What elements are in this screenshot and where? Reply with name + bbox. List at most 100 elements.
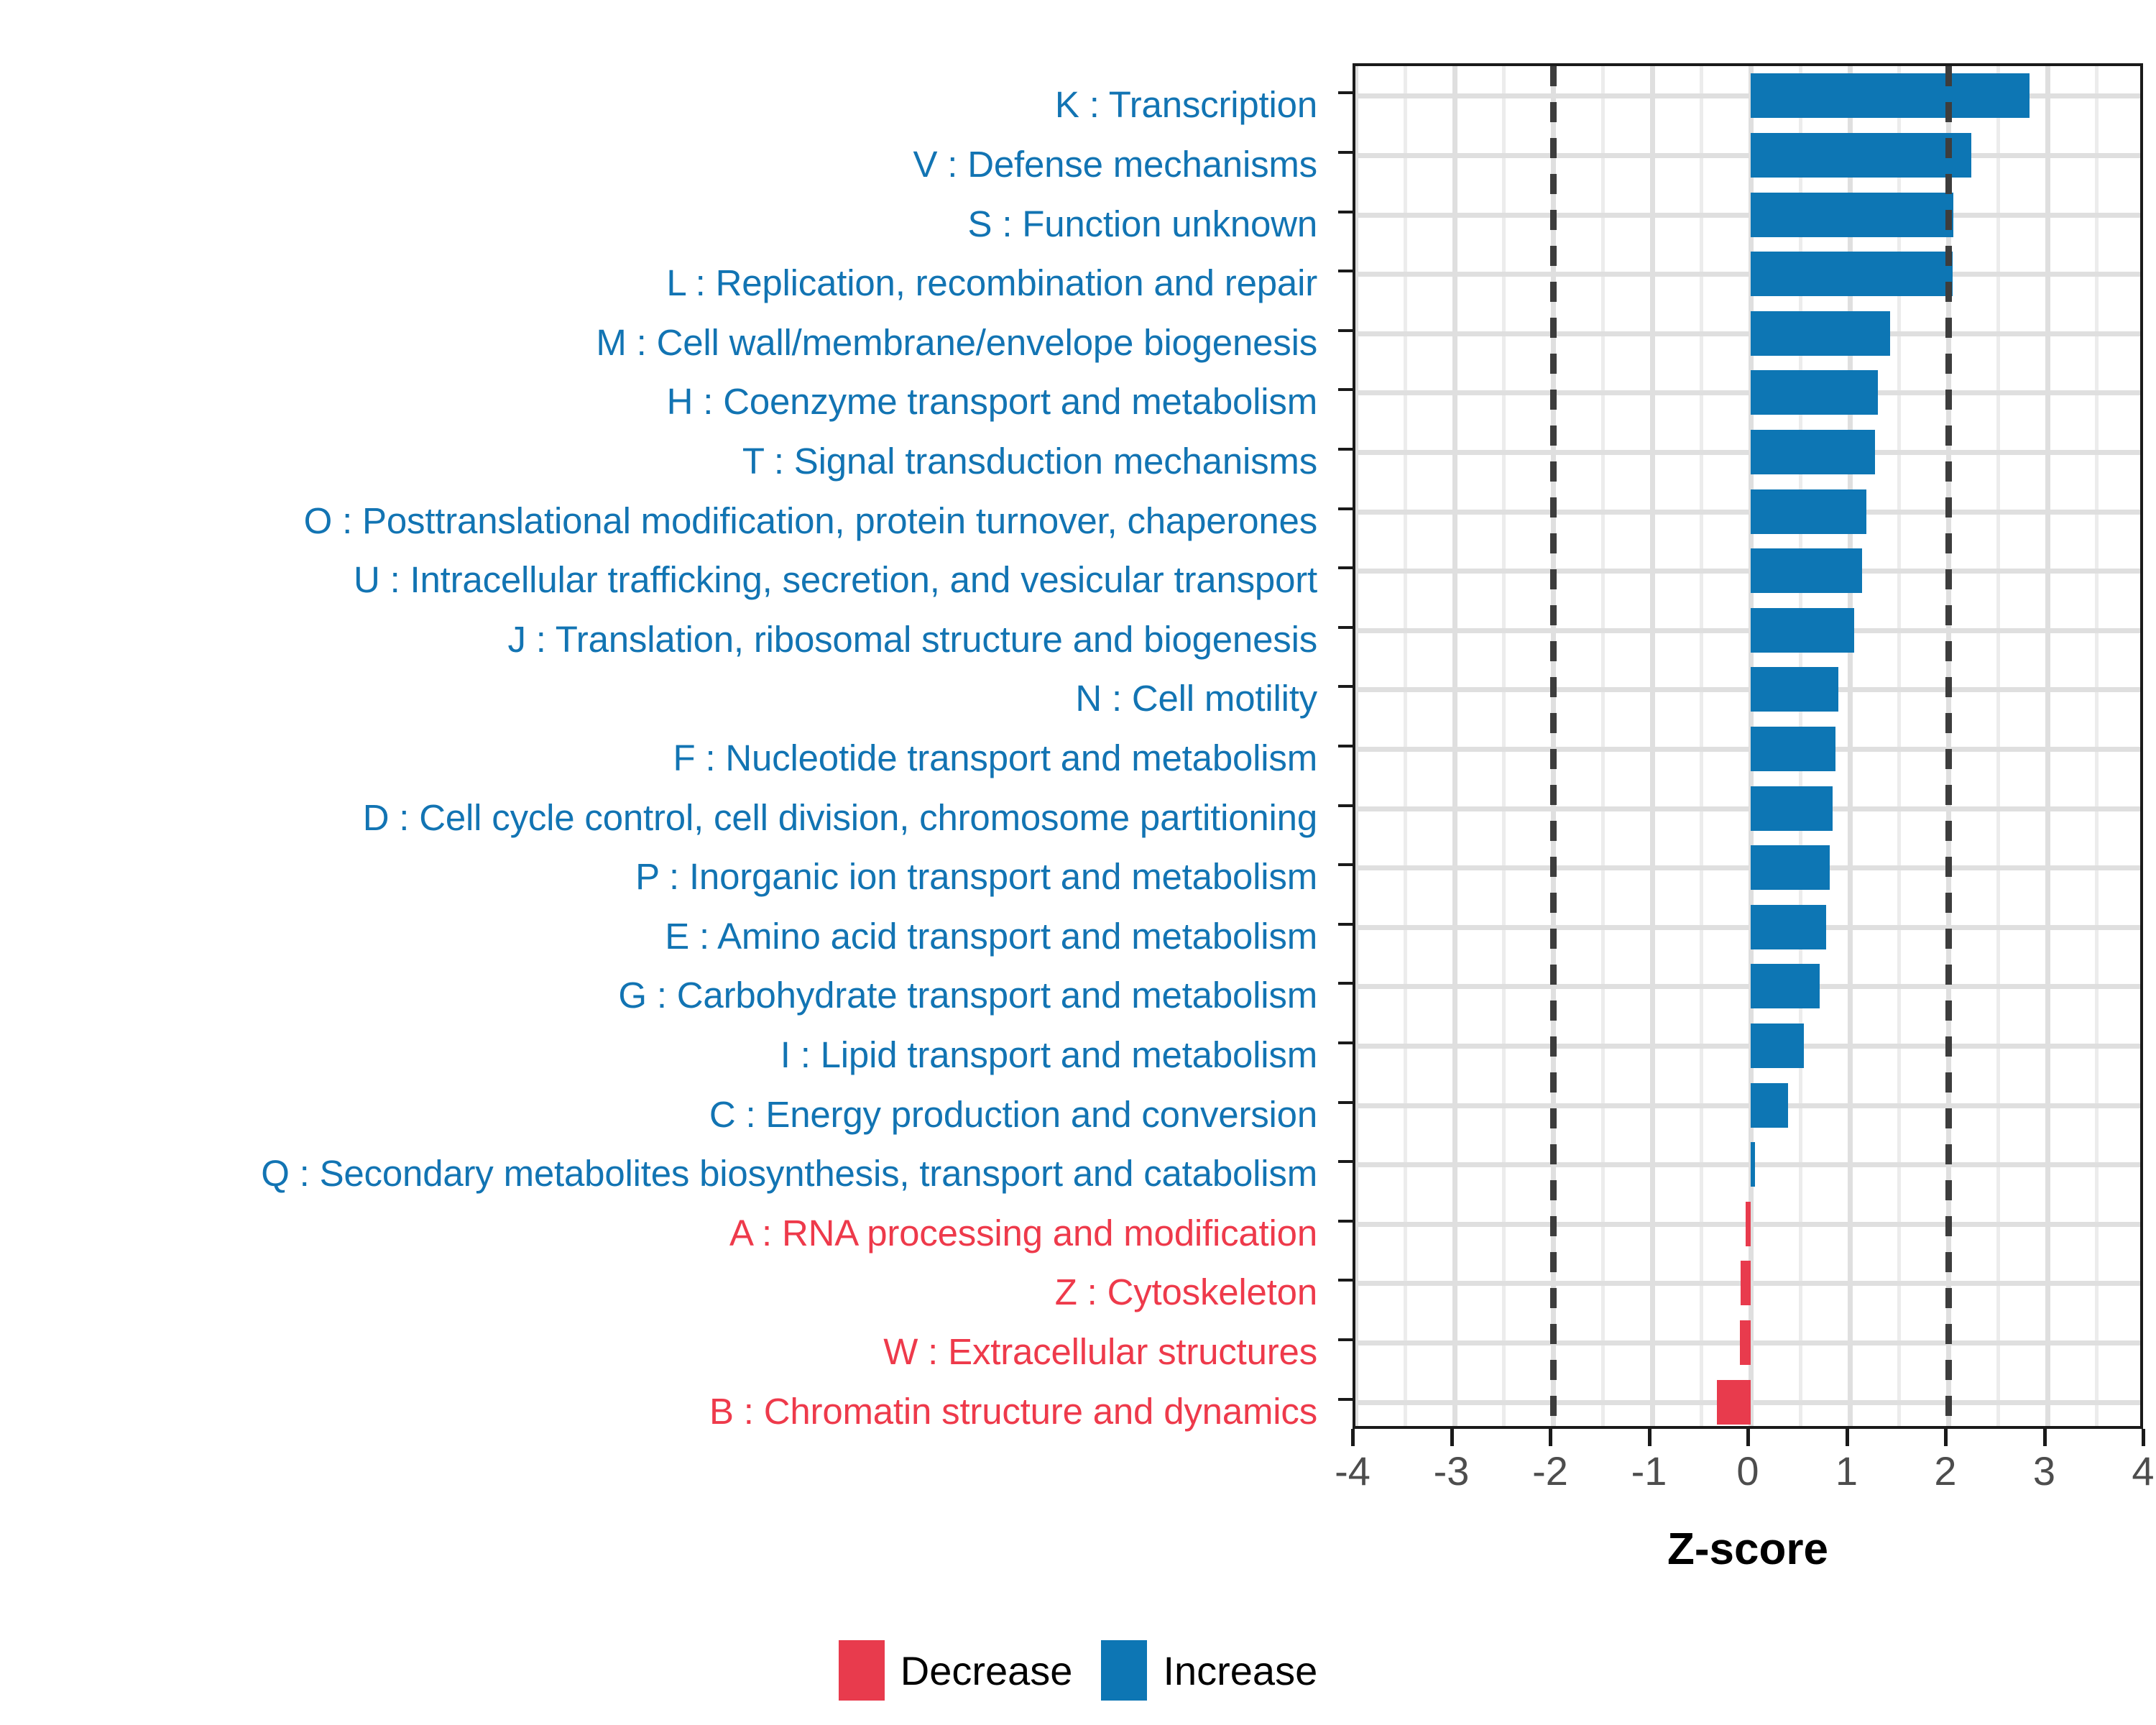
- y-axis-tick: [1338, 745, 1353, 748]
- y-axis-tick: [1338, 1338, 1353, 1342]
- x-axis-tick-label: -3: [1433, 1448, 1470, 1494]
- category-axis-labels: K : Transcription V : Defense mechanisms S…: [0, 63, 1353, 1430]
- bar: [1751, 727, 1836, 771]
- plot-panel: [1353, 63, 2143, 1429]
- gridline-horizontal: [1355, 390, 2140, 396]
- legend-label-increase: Increase: [1163, 1647, 1318, 1693]
- y-axis-tick: [1338, 507, 1353, 510]
- x-axis-tick-label: -2: [1532, 1448, 1568, 1494]
- bar: [1751, 1082, 1789, 1128]
- gridline-horizontal: [1355, 865, 2140, 871]
- y-axis-tick: [1338, 625, 1353, 629]
- gridline-major-vertical: [1452, 66, 1457, 1426]
- gridline-major-vertical: [1355, 66, 1358, 1426]
- gridline-horizontal: [1355, 509, 2140, 515]
- x-axis-tick-label: 2: [1934, 1448, 1957, 1494]
- gridline-major-vertical: [2045, 66, 2050, 1426]
- y-axis-tick: [1338, 91, 1353, 95]
- x-axis-tick: [1647, 1429, 1651, 1446]
- x-axis-tick-label: -1: [1631, 1448, 1667, 1494]
- bar: [1751, 964, 1820, 1009]
- y-axis-tick: [1338, 982, 1353, 985]
- gridline-horizontal: [1355, 569, 2140, 574]
- bar: [1751, 667, 1839, 712]
- gridline-horizontal: [1355, 449, 2140, 455]
- bar: [1751, 132, 1971, 178]
- bar: [1751, 252, 1953, 297]
- reference-line: [1550, 66, 1557, 1426]
- y-axis-tick: [1338, 1397, 1353, 1401]
- x-axis-tick: [1746, 1429, 1750, 1446]
- bar: [1746, 1201, 1751, 1246]
- legend-item-decrease[interactable]: Decrease: [838, 1640, 1073, 1701]
- bar: [1751, 786, 1833, 831]
- gridline-major-vertical: [1847, 66, 1853, 1426]
- y-axis-tick: [1338, 922, 1353, 926]
- reference-line: [1945, 66, 1952, 1426]
- legend-label-decrease: Decrease: [900, 1647, 1073, 1693]
- y-axis-tick: [1338, 863, 1353, 867]
- bar: [1751, 370, 1879, 415]
- x-axis-tick: [2042, 1429, 2047, 1446]
- gridline-horizontal: [1355, 1162, 2140, 1168]
- x-axis-tick-label: 1: [1835, 1448, 1858, 1494]
- gridline-minor-vertical: [1700, 66, 1704, 1426]
- gridline-minor-vertical: [1502, 66, 1506, 1426]
- bar: [1751, 489, 1866, 534]
- bar: [1751, 904, 1826, 949]
- y-axis-tick: [1338, 1041, 1353, 1045]
- bar: [1751, 1142, 1755, 1187]
- x-axis-tick: [2142, 1429, 2145, 1446]
- gridline-horizontal: [1355, 1044, 2140, 1049]
- x-axis-tick: [1845, 1429, 1849, 1446]
- gridline-minor-vertical: [1996, 66, 2000, 1426]
- gridline-minor-vertical: [2095, 66, 2099, 1426]
- x-axis-tick: [1450, 1429, 1454, 1446]
- y-axis-tick: [1338, 210, 1353, 213]
- y-axis-tick: [1338, 1100, 1353, 1104]
- bar: [1751, 548, 1863, 594]
- legend-swatch-decrease: [838, 1640, 885, 1701]
- x-axis-tick-label: 3: [2032, 1448, 2056, 1494]
- x-axis-tick: [1944, 1429, 1948, 1446]
- gridline-horizontal: [1355, 924, 2140, 930]
- chart-legend: Decrease Increase: [0, 1640, 2156, 1701]
- y-axis-tick: [1338, 447, 1353, 451]
- y-axis-tick: [1338, 388, 1353, 392]
- gridline-horizontal: [1355, 331, 2140, 336]
- gridline-horizontal: [1355, 272, 2140, 277]
- y-axis-tick: [1338, 270, 1353, 273]
- legend-swatch-increase: [1101, 1640, 1148, 1701]
- bar: [1751, 192, 1953, 237]
- bar: [1751, 1024, 1805, 1069]
- gridline-horizontal: [1355, 1103, 2140, 1108]
- gridline-minor-vertical: [1403, 66, 1407, 1426]
- y-axis-tick: [1338, 685, 1353, 689]
- legend-item-increase[interactable]: Increase: [1101, 1640, 1317, 1701]
- y-axis-tick: [1338, 1219, 1353, 1223]
- y-axis-tick: [1338, 1160, 1353, 1164]
- gridline-minor-vertical: [1600, 66, 1605, 1426]
- x-axis-tick: [1351, 1429, 1355, 1446]
- bar: [1717, 1379, 1751, 1425]
- bar: [1751, 607, 1855, 653]
- bar: [1751, 73, 2030, 119]
- gridline-horizontal: [1355, 212, 2140, 218]
- y-axis-tick: [1338, 566, 1353, 570]
- gridline-horizontal: [1355, 627, 2140, 633]
- gridline-horizontal: [1355, 93, 2140, 99]
- bar: [1751, 845, 1830, 891]
- bar: [1739, 1320, 1751, 1366]
- y-axis-tick: [1338, 150, 1353, 154]
- y-axis-tick: [1338, 804, 1353, 807]
- bar: [1741, 1261, 1751, 1306]
- gridline-horizontal: [1355, 747, 2140, 752]
- x-axis-title: Z-score: [1667, 1524, 1828, 1574]
- gridline-horizontal: [1355, 806, 2140, 811]
- x-axis-tick-label: -4: [1335, 1448, 1370, 1494]
- gridline-major-vertical: [1649, 66, 1655, 1426]
- bar: [1751, 310, 1890, 356]
- x-axis-tick-label: 4: [2132, 1448, 2155, 1494]
- gridline-minor-vertical: [1897, 66, 1902, 1426]
